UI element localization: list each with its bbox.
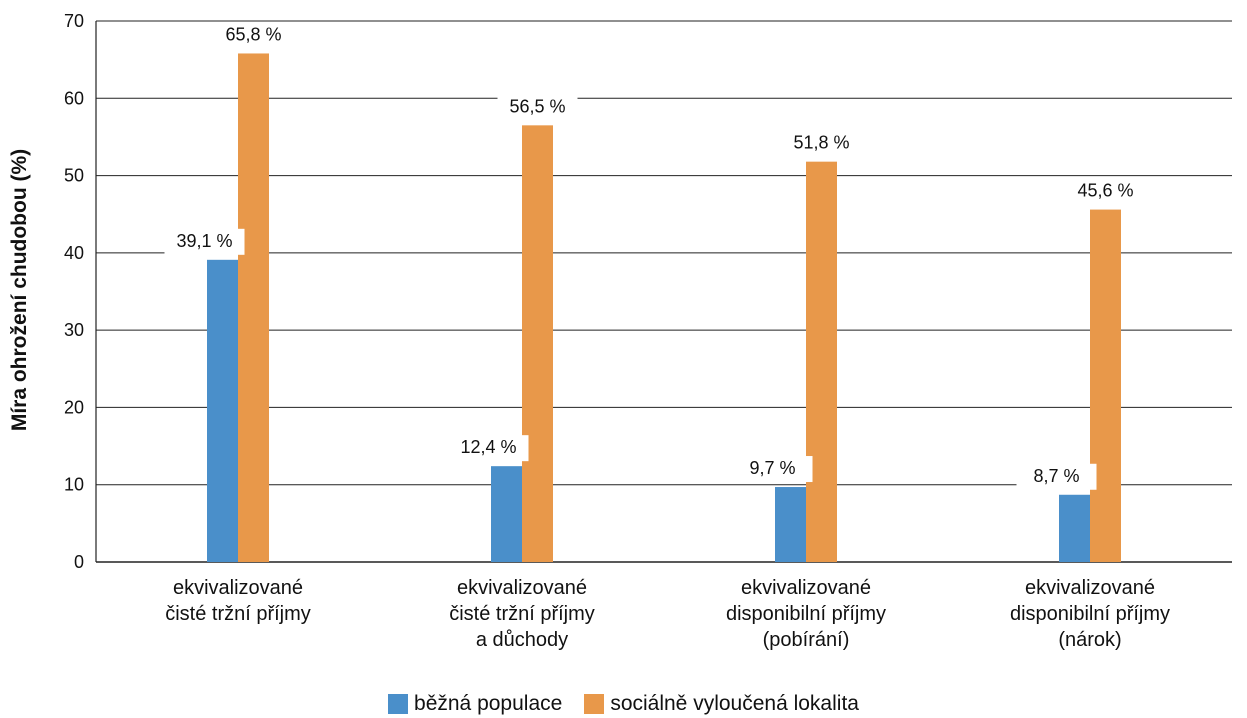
legend: běžná populace sociálně vyloučená lokali… xyxy=(0,692,1247,716)
legend-swatch-series-1 xyxy=(388,694,409,714)
bar-series-1 xyxy=(491,466,522,562)
data-label-background xyxy=(781,130,862,157)
data-labels: 39,1 % 65,8 % 12,4 % 56,5 % 9,7 % 51,8 % 8,7 %… xyxy=(164,22,1146,490)
legend-swatch-series-2 xyxy=(584,694,605,714)
bar-series-2 xyxy=(806,161,837,562)
bar-series-2 xyxy=(522,125,553,562)
data-label-series-2: 51,8 % xyxy=(793,133,849,153)
legend-item-series-2: sociálně vyloučená lokalita xyxy=(584,692,859,716)
bar-series-1 xyxy=(207,259,238,562)
data-label-background xyxy=(213,22,294,49)
bar-series-2 xyxy=(1090,209,1121,562)
bar-series-1 xyxy=(775,487,806,562)
category-label: čisté tržní příjmy xyxy=(165,603,311,625)
data-label-series-2: 45,6 % xyxy=(1077,181,1133,201)
data-label-background xyxy=(732,456,813,483)
gridlines xyxy=(95,20,1232,563)
y-tick-label: 40 xyxy=(64,243,84,263)
data-label-background xyxy=(497,94,578,121)
data-label-background xyxy=(164,228,245,255)
legend-label-series-2: sociálně vyloučená lokalita xyxy=(610,692,859,715)
category-label: čisté tržní příjmy xyxy=(449,603,595,625)
category-label: ekvivalizované xyxy=(457,577,587,599)
y-tick-label: 50 xyxy=(64,166,84,186)
y-tick-label: 20 xyxy=(64,397,84,417)
category-label: ekvivalizované xyxy=(741,577,871,599)
data-label-background xyxy=(448,435,529,462)
data-label-series-2: 65,8 % xyxy=(225,24,281,44)
y-axis-label: Míra ohrožení chudobou (%) xyxy=(8,149,31,431)
category-label: disponibilní příjmy xyxy=(726,603,886,625)
bars xyxy=(207,53,1121,563)
data-label-series-1: 9,7 % xyxy=(749,458,795,478)
y-tick-label: 10 xyxy=(64,475,84,495)
category-label: a důchody xyxy=(476,629,568,651)
y-tick-label: 60 xyxy=(64,88,84,108)
data-label-background xyxy=(1065,178,1146,205)
legend-item-series-1: běžná populace xyxy=(388,692,562,716)
y-tick-label: 70 xyxy=(64,11,84,31)
category-label: (nárok) xyxy=(1058,629,1121,651)
y-tick-label: 30 xyxy=(64,320,84,340)
data-label-background xyxy=(1016,463,1097,490)
y-tick-label: 0 xyxy=(74,552,84,572)
bar-series-1 xyxy=(1059,494,1090,562)
bar-series-2 xyxy=(238,53,269,563)
y-tick-labels: 0 10 20 30 40 50 60 70 xyxy=(64,11,84,572)
data-label-series-2: 56,5 % xyxy=(509,96,565,116)
category-label: ekvivalizované xyxy=(173,577,303,599)
category-label: ekvivalizované xyxy=(1025,577,1155,599)
category-labels: ekvivalizované čisté tržní příjmy ekvivali… xyxy=(165,577,1170,651)
data-label-series-1: 8,7 % xyxy=(1033,466,1079,486)
data-label-series-1: 12,4 % xyxy=(460,437,516,457)
category-label: disponibilní příjmy xyxy=(1010,603,1170,625)
category-label: (pobírání) xyxy=(763,629,850,651)
legend-label-series-1: běžná populace xyxy=(414,692,563,715)
data-label-series-1: 39,1 % xyxy=(176,231,232,251)
